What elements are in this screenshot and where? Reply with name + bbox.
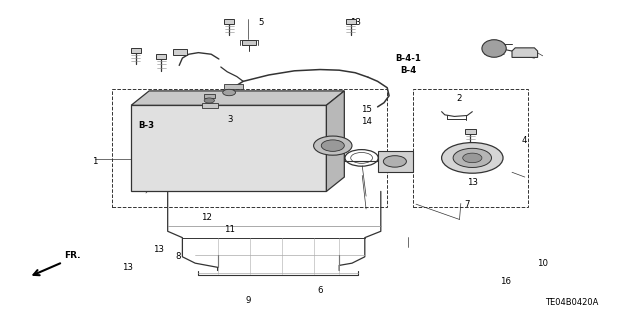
Bar	[202, 103, 218, 108]
Text: 7: 7	[465, 200, 470, 209]
Bar	[413, 89, 528, 207]
Bar	[224, 19, 234, 24]
Text: B-3: B-3	[138, 121, 154, 130]
Circle shape	[463, 153, 482, 163]
Bar	[224, 84, 243, 89]
Polygon shape	[131, 91, 344, 105]
Text: 8: 8	[175, 252, 180, 261]
Bar	[346, 19, 356, 24]
Text: 2: 2	[457, 94, 462, 103]
Bar	[131, 48, 141, 53]
Text: TE04B0420A: TE04B0420A	[545, 298, 598, 307]
Circle shape	[204, 98, 214, 103]
Text: 15: 15	[360, 105, 372, 114]
Circle shape	[314, 136, 352, 155]
Bar	[173, 49, 187, 55]
Text: 12: 12	[200, 213, 212, 222]
Text: 4: 4	[522, 136, 527, 145]
Polygon shape	[326, 91, 344, 191]
Circle shape	[453, 148, 492, 167]
Text: 13: 13	[467, 178, 478, 187]
Text: 6: 6	[317, 286, 323, 295]
Text: 13: 13	[122, 263, 134, 272]
Circle shape	[442, 143, 503, 173]
Text: B-4: B-4	[400, 66, 417, 75]
Bar	[131, 105, 326, 191]
Ellipse shape	[482, 40, 506, 57]
Bar	[112, 89, 387, 207]
Bar	[465, 129, 476, 134]
Text: 9: 9	[246, 296, 251, 305]
Text: 14: 14	[360, 117, 372, 126]
Circle shape	[383, 156, 406, 167]
Bar	[378, 151, 413, 172]
Text: 16: 16	[500, 277, 511, 286]
Text: B-4-1: B-4-1	[396, 54, 421, 63]
Bar	[242, 40, 256, 45]
Bar	[156, 54, 166, 59]
Text: 11: 11	[223, 225, 235, 234]
Bar	[204, 94, 215, 98]
Text: 5: 5	[259, 18, 264, 27]
Text: 13: 13	[349, 19, 361, 27]
Circle shape	[223, 89, 236, 96]
Text: 13: 13	[153, 245, 164, 254]
Text: 1: 1	[92, 157, 97, 166]
Text: 10: 10	[537, 259, 548, 268]
Text: 3: 3	[228, 115, 233, 124]
Polygon shape	[512, 48, 538, 57]
Circle shape	[321, 140, 344, 151]
Text: FR.: FR.	[64, 251, 81, 260]
